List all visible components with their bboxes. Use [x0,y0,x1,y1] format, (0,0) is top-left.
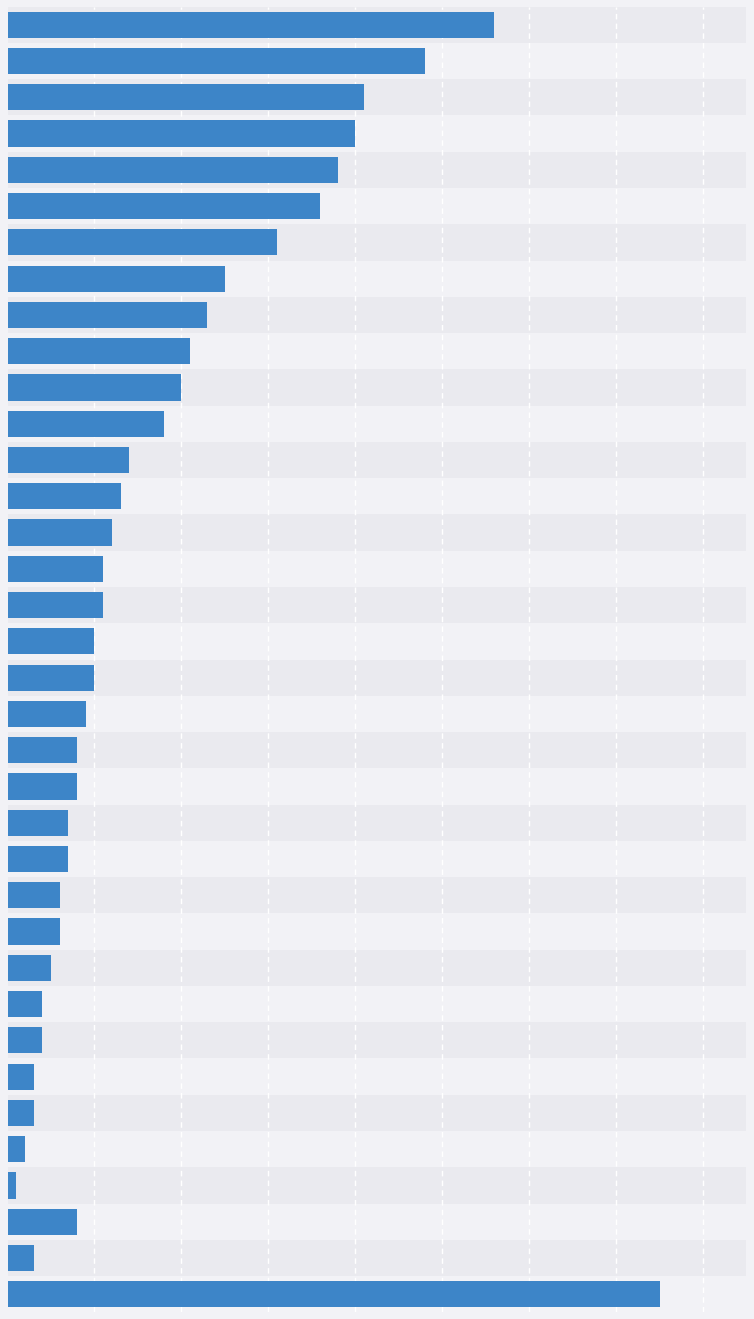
Bar [8,950,746,987]
Bar [8,193,320,219]
Bar [8,44,746,79]
Bar [8,1028,42,1054]
Bar [8,1095,746,1132]
Bar [8,230,277,256]
Bar [8,12,495,38]
Bar [8,628,94,654]
Bar [8,732,746,768]
Bar [8,442,746,479]
Bar [8,369,746,406]
Bar [8,1208,77,1235]
Bar [8,768,746,805]
Bar [8,665,94,691]
Bar [8,737,77,764]
Bar [8,624,746,660]
Bar [8,338,190,364]
Bar [8,592,103,619]
Bar [8,1277,746,1312]
Bar [8,520,112,546]
Bar [8,479,746,514]
Bar [8,406,746,442]
Bar [8,265,225,291]
Bar [8,877,746,914]
Bar [8,7,746,44]
Bar [8,1136,25,1162]
Bar [8,1240,746,1277]
Bar [8,483,121,509]
Bar [8,84,364,111]
Bar [8,773,77,799]
Bar [8,120,355,146]
Bar [8,555,103,582]
Bar [8,375,182,401]
Bar [8,116,746,152]
Bar [8,189,746,224]
Bar [8,955,51,981]
Bar [8,805,746,842]
Bar [8,987,746,1022]
Bar [8,1167,746,1203]
Bar [8,551,746,587]
Bar [8,157,338,183]
Bar [8,261,746,297]
Bar [8,1173,17,1199]
Bar [8,918,60,944]
Bar [8,700,86,727]
Bar [8,1281,660,1307]
Bar [8,842,746,877]
Bar [8,302,207,328]
Bar [8,845,69,872]
Bar [8,696,746,732]
Bar [8,1132,746,1167]
Bar [8,1245,34,1272]
Bar [8,1203,746,1240]
Bar [8,224,746,261]
Bar [8,514,746,551]
Bar [8,882,60,909]
Bar [8,587,746,624]
Bar [8,1022,746,1058]
Bar [8,297,746,334]
Bar [8,810,69,836]
Bar [8,660,746,696]
Bar [8,79,746,116]
Bar [8,152,746,189]
Bar [8,334,746,369]
Bar [8,1063,34,1089]
Bar [8,991,42,1017]
Bar [8,447,129,474]
Bar [8,410,164,437]
Bar [8,914,746,950]
Bar [8,1058,746,1095]
Bar [8,47,425,74]
Bar [8,1100,34,1126]
